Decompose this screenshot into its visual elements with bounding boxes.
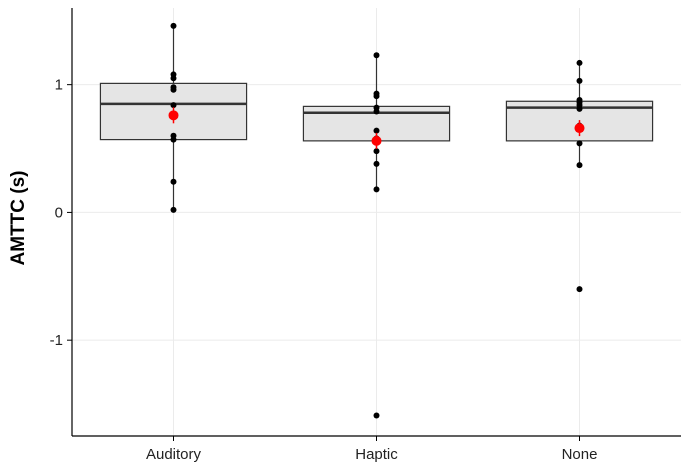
data-point [373, 127, 380, 134]
data-point [373, 52, 380, 59]
mean-point [168, 110, 179, 121]
data-point [373, 93, 380, 100]
data-point [170, 86, 177, 93]
data-point [576, 77, 583, 84]
data-point [576, 140, 583, 147]
mean-point [574, 123, 585, 134]
data-point [576, 162, 583, 169]
data-point [373, 186, 380, 193]
y-tick-label: 0 [55, 204, 63, 221]
y-axis-title: AMTTC (s) [8, 171, 29, 266]
data-point [170, 75, 177, 82]
data-point [170, 178, 177, 185]
axis-layer: -1 0 1 Auditory Haptic None [50, 8, 681, 463]
data-point [576, 286, 583, 293]
data-point [170, 22, 177, 29]
data-point [170, 102, 177, 109]
x-tick-label: Auditory [146, 446, 202, 463]
data-point [373, 108, 380, 115]
data-point [373, 148, 380, 155]
mean-point [371, 135, 382, 146]
x-tick-label: None [562, 446, 598, 463]
data-point [576, 105, 583, 112]
data-point [170, 136, 177, 143]
data-point [576, 59, 583, 66]
y-tick-label: -1 [50, 332, 63, 349]
data-point [170, 206, 177, 213]
data-point [373, 160, 380, 167]
y-tick-label: 1 [55, 77, 63, 94]
data-point [373, 412, 380, 419]
mean-layer [168, 107, 585, 149]
x-tick-label: Haptic [355, 446, 398, 463]
